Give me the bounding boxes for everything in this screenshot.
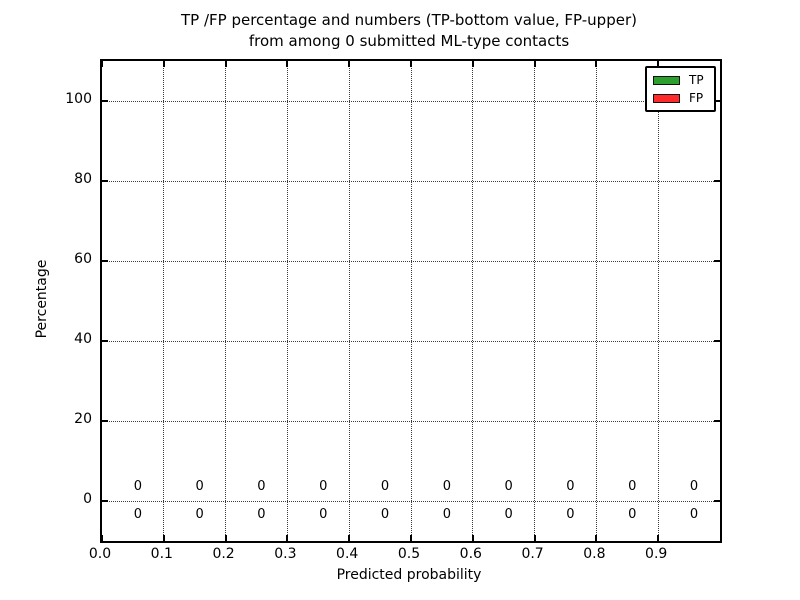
fp-count-label: 0 [689,479,699,494]
tp-count-label: 0 [195,507,204,522]
v-gridline [286,61,288,541]
y-tick-label: 20 [74,411,92,427]
v-gridline [534,61,536,541]
x-tick-label: 0.6 [459,546,482,562]
x-tick-label: 0.7 [521,546,544,562]
legend-swatch-fp-icon [653,93,680,103]
x-tick-mark [162,535,165,541]
tp-count-label: 0 [504,507,513,522]
tp-count-label: 0 [442,507,451,522]
x-tick-mark [101,535,103,541]
y-tick-mark [102,420,108,422]
tp-count-label: 0 [319,507,328,522]
x-tick-label: 0.3 [274,546,297,562]
plot-area: 0 0 0 0 0 0 0 0 0 0 0 0 0 0 0 0 0 0 0 0 [100,59,722,543]
x-tick-mark [471,61,474,67]
legend-swatch-tp-icon [653,75,680,85]
y-tick-mark [714,500,720,502]
x-tick-label: 0.0 [88,546,112,562]
tp-count-label: 0 [380,507,390,522]
fp-count-label: 0 [195,479,204,494]
tp-count-label: 0 [566,507,575,522]
x-tick-mark [101,61,103,67]
v-gridline [410,61,412,541]
x-tick-label: 0.9 [645,546,668,562]
y-tick-mark [102,260,108,262]
x-tick-mark [162,61,165,67]
x-tick-mark [595,535,598,541]
chart-title: TP /FP percentage and numbers (TP-bottom… [100,10,718,52]
x-tick-mark [224,61,227,67]
fp-count-label: 0 [319,479,328,494]
legend-label-tp: TP [689,73,704,87]
v-gridline [225,61,227,541]
x-tick-label: 0.8 [583,546,606,562]
legend: TP FP [645,66,716,112]
y-tick-label: 40 [74,331,92,347]
y-tick-label: 80 [74,171,92,187]
y-tick-mark [714,180,720,182]
v-gridline [163,61,165,541]
x-tick-mark [657,535,660,541]
y-tick-mark [714,340,720,342]
x-tick-mark [286,535,289,541]
tp-count-label: 0 [628,507,637,522]
x-tick-label: 0.5 [397,546,421,562]
y-tick-label: 60 [74,251,92,267]
y-tick-mark [102,100,108,102]
fp-count-label: 0 [257,479,266,494]
y-tick-mark [102,340,108,342]
x-tick-label: 0.4 [336,546,359,562]
legend-label-fp: FP [689,91,704,105]
x-tick-mark [533,535,536,541]
x-tick-mark [348,535,351,541]
tp-count-label: 0 [689,507,699,522]
x-tick-mark [348,61,351,67]
y-tick-label: 0 [83,491,92,507]
fp-count-label: 0 [133,479,142,494]
x-tick-label: 0.1 [150,546,173,562]
x-tick-mark [533,61,536,67]
v-gridline [472,61,474,541]
v-gridline [657,61,659,541]
fp-count-label: 0 [628,479,637,494]
y-tick-mark [714,420,720,422]
fp-count-label: 0 [566,479,575,494]
x-tick-mark [410,535,412,541]
y-tick-mark [714,260,720,262]
chart-title-line1: TP /FP percentage and numbers (TP-bottom… [181,11,637,29]
y-tick-label: 100 [65,91,92,107]
x-tick-mark [657,61,660,67]
v-gridline [348,61,350,541]
tp-count-label: 0 [257,507,266,522]
y-tick-mark [102,180,108,182]
x-tick-mark [224,535,227,541]
y-axis-label: Percentage [34,259,50,339]
x-tick-mark [595,61,598,67]
y-tick-mark [102,500,108,502]
y-tick-mark [714,100,720,102]
x-tick-label: 0.2 [212,546,235,562]
v-gridline [595,61,597,541]
x-tick-mark [471,535,474,541]
legend-entry-fp: FP [653,91,708,105]
legend-entry-tp: TP [653,73,708,87]
fp-count-label: 0 [380,479,390,494]
fp-count-label: 0 [442,479,451,494]
x-tick-mark [410,61,412,67]
tp-count-label: 0 [133,507,142,522]
chart-title-line2: from among 0 submitted ML-type contacts [248,32,570,50]
x-axis-label: Predicted probability [336,567,482,583]
x-tick-mark [286,61,289,67]
fp-count-label: 0 [504,479,513,494]
